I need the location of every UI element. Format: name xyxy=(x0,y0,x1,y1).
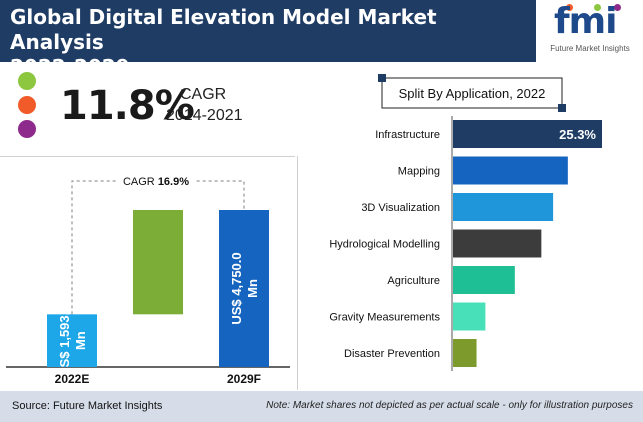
header-banner: Global Digital Elevation Model Market An… xyxy=(0,0,643,79)
cagr-callout: CAGR 16.9% xyxy=(123,176,189,188)
page-title: Global Digital Elevation Model Market An… xyxy=(10,5,510,80)
green-dot-icon xyxy=(18,72,36,90)
cagr-value: 11.8% xyxy=(60,83,195,129)
logo-dot-icon xyxy=(614,4,621,11)
application-split-chart: Split By Application, 2022 Infrastructure… xyxy=(329,74,602,371)
title-corner-marker xyxy=(378,74,386,82)
category-label: 2029F xyxy=(227,372,261,386)
cagr-connector xyxy=(71,180,245,315)
category-label: Disaster Prevention xyxy=(344,348,440,360)
bar-2022E xyxy=(47,314,97,367)
title-line-1: Global Digital Elevation Model Market An… xyxy=(10,5,437,54)
footer-bar: Source: Future Market Insights Note: Mar… xyxy=(0,391,643,422)
bar-infrastructure xyxy=(453,120,602,148)
category-label: Agriculture xyxy=(387,275,440,287)
category-label: Gravity Measurements xyxy=(329,312,440,324)
bar-disaster-prevention xyxy=(453,339,477,367)
cagr-callout-bg xyxy=(117,172,195,190)
category-label: Hydrological Modelling xyxy=(329,239,440,251)
bar-mapping xyxy=(453,156,568,185)
logo-subtitle: Future Market Insights xyxy=(550,44,630,53)
cagr-label: CAGR xyxy=(180,86,227,103)
cagr-period: 2014-2021 xyxy=(166,107,243,124)
footer-source: Source: Future Market Insights xyxy=(12,400,163,412)
category-label: Infrastructure xyxy=(375,129,440,141)
category-label: 2022E xyxy=(55,372,90,386)
chart-title: Split By Application, 2022 xyxy=(399,86,546,101)
category-label: 3D Visualization xyxy=(361,202,440,214)
bar-3d-visualization xyxy=(453,193,554,221)
title-corner-marker xyxy=(558,104,566,112)
orange-dot-icon xyxy=(18,96,36,114)
purple-dot-icon xyxy=(18,120,36,138)
growth-block xyxy=(133,210,183,315)
category-label: Mapping xyxy=(398,166,440,178)
fmi-logo: fmi Future Market Insights xyxy=(536,0,643,62)
bar-value-label: 25.3% xyxy=(559,127,596,142)
chart-title-box xyxy=(381,77,563,109)
footer-note: Note: Market shares not depicted as per … xyxy=(266,400,633,411)
logo-dot-icon xyxy=(594,4,601,11)
logo-text: fmi xyxy=(554,1,618,42)
section-divider xyxy=(0,156,295,157)
column-divider xyxy=(297,156,298,390)
logo-dot-icon xyxy=(566,4,573,11)
bar-agriculture xyxy=(453,266,515,294)
bar-value-label: US$ 4,750.0Mn xyxy=(229,252,260,324)
bar-hydrological-modelling xyxy=(453,229,542,258)
bar-2029F xyxy=(219,210,269,367)
bar-gravity-measurements xyxy=(453,302,486,331)
bar-value-label: US$ 1,593.7Mn xyxy=(57,305,88,377)
